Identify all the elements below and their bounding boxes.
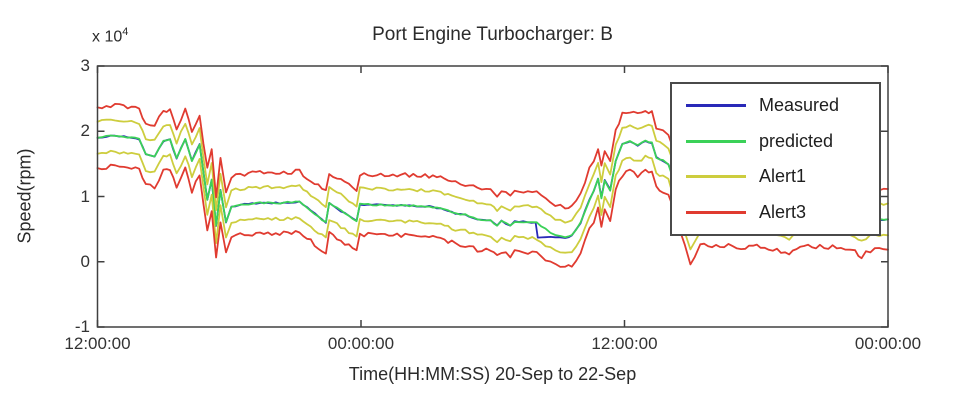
legend-label: predicted	[759, 130, 834, 151]
x-tick-label: 00:00:00	[327, 334, 395, 353]
y-tick-label: 0	[80, 251, 90, 271]
y-tick-label: 2	[80, 121, 90, 141]
y-tick-label: 3	[80, 56, 90, 75]
legend-label: Alert3	[759, 201, 807, 222]
x-tick-label: 12:00:00	[64, 334, 131, 353]
y-axis-multiplier-exponent: 4	[122, 26, 129, 38]
legend-line-sample	[686, 139, 746, 143]
legend-line-sample	[686, 104, 746, 108]
legend-item: Alert1	[672, 166, 879, 187]
legend-label: Alert1	[759, 166, 807, 187]
y-axis-multiplier-base: x 10	[92, 28, 123, 46]
legend-label: Measured	[759, 95, 840, 116]
legend-line-sample	[686, 210, 746, 214]
legend-item: Alert3	[672, 202, 879, 223]
x-tick-label: 00:00:00	[854, 334, 922, 353]
legend-item: predicted	[672, 131, 879, 152]
legend-line-sample	[686, 175, 746, 179]
y-tick-label: -1	[74, 317, 90, 336]
legend-item: Measured	[672, 95, 879, 116]
x-axis-label: Time(HH:MM:SS) 20-Sep to 22-Sep	[348, 364, 637, 384]
y-tick-label: 1	[80, 186, 90, 206]
chart-title: Port Engine Turbocharger: B	[372, 24, 613, 45]
y-axis-multiplier: x 104	[92, 26, 128, 46]
series-alert3-lower-line	[96, 163, 889, 268]
legend: Measured predicted Alert1 Alert3	[670, 82, 881, 236]
x-tick-label: 12:00:00	[591, 334, 658, 353]
